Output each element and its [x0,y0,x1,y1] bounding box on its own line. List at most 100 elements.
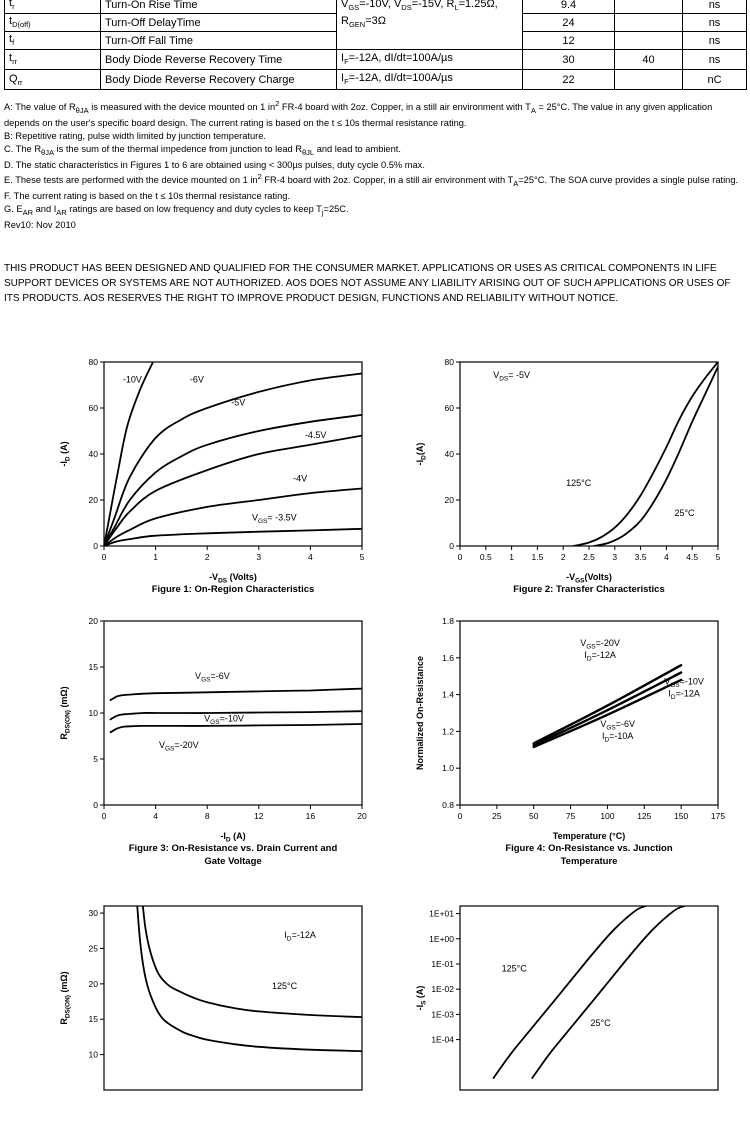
svg-text:ID=-12A: ID=-12A [584,650,616,663]
max-value-cell [614,69,683,91]
svg-text:1.0: 1.0 [442,763,454,773]
typ-value-cell: 9.4 [522,0,615,14]
svg-text:1.8: 1.8 [442,616,454,626]
svg-text:1.2: 1.2 [442,726,454,736]
svg-text:0: 0 [102,811,107,821]
svg-text:0.8: 0.8 [442,800,454,810]
svg-text:80: 80 [89,357,99,367]
svg-text:RDS(ON) (mΩ): RDS(ON) (mΩ) [59,972,72,1025]
max-value-cell [614,13,683,32]
symbol-cell: trr [4,48,101,71]
svg-text:VGS= -3.5V: VGS= -3.5V [252,513,297,526]
svg-text:25: 25 [492,811,502,821]
note-line: G. EAR and IAR ratings are based on low … [4,204,349,218]
svg-text:125°C: 125°C [566,478,592,488]
svg-text:ID=-10A: ID=-10A [602,731,634,744]
svg-text:125: 125 [637,811,651,821]
svg-text:20: 20 [89,616,99,626]
caption-line: Figure 4: On-Resistance vs. Junction [505,842,673,854]
disclaimer-paragraph: THIS PRODUCT HAS BEEN DESIGNED AND QUALI… [4,263,731,305]
svg-text:15: 15 [89,1015,99,1025]
figure-6: 1E+01 1E+00 1E-01 1E-02 1E-03 1E-04 -IS (A) 125… [412,896,742,1128]
svg-text:125°C: 125°C [502,964,528,974]
svg-text:4: 4 [308,552,313,562]
svg-text:60: 60 [445,403,455,413]
svg-text:20: 20 [89,979,99,989]
caption-line: Gate Voltage [204,855,262,867]
symbol-cell: tf [4,31,101,50]
figure-1: 0 1 2 3 4 5 0 20 40 60 80 -VDS (Volts) -ID (A) -10V -6… [56,352,386,597]
svg-text:1.4: 1.4 [442,689,454,699]
svg-text:-VGS(Volts): -VGS(Volts) [566,572,612,584]
symbol-cell: tD(off) [4,13,101,32]
typ-value-cell: 12 [522,31,615,50]
svg-text:-4.5V: -4.5V [305,430,327,440]
parameter-cell: Turn-On Rise Time [100,0,337,14]
units-cell: ns [682,31,747,50]
svg-text:4: 4 [153,811,158,821]
note-line: F. The current rating is based on the t … [4,190,291,201]
condition-line: RGEN=3Ω [341,15,386,30]
figure-1-chart: 0 1 2 3 4 5 0 20 40 60 80 -VDS (Volts) -ID (A) -10V -6… [59,357,365,584]
typ-value-cell: 24 [522,13,615,32]
figure-4-chart: 0 25 50 75 100 125 150 175 0.8 1.0 1.2 1.4 1.6 1.8 Tem… [415,616,725,841]
caption-line: Temperature [560,855,618,867]
svg-text:-4V: -4V [293,474,307,484]
svg-text:1.5: 1.5 [531,552,543,562]
parameter-cell: Turn-Off DelayTime [100,13,337,32]
table-row: tr Turn-On Rise Time VGS=-10V, VDS=-15V,… [4,0,747,50]
svg-text:16: 16 [306,811,316,821]
svg-text:-VDS (Volts): -VDS (Volts) [209,572,257,584]
svg-text:8: 8 [205,811,210,821]
max-value-cell [614,0,683,14]
switching-characteristics-table: tr Turn-On Rise Time VGS=-10V, VDS=-15V,… [4,0,747,91]
figure-2: 0 0.5 1 1.5 2 2.5 3 3.5 4 4.5 5 0 20 40 60 80 -VGS(Volts… [412,352,742,597]
svg-text:20: 20 [445,495,455,505]
svg-text:2: 2 [561,552,566,562]
svg-text:3: 3 [256,552,261,562]
svg-text:0: 0 [102,552,107,562]
conditions-cell: IF=-12A, dI/dt=100A/µs [336,69,523,91]
figures-row-2: 0 4 8 12 16 20 0 5 10 15 20 -ID (A) RDS(ON) (mΩ) VGS=… [4,611,746,869]
svg-text:2.5: 2.5 [583,552,595,562]
condition-line: VGS=-10V, VDS=-15V, RL=1.25Ω, [341,0,498,13]
symbol-cell: Qrr [4,69,101,91]
figure-3: 0 4 8 12 16 20 0 5 10 15 20 -ID (A) RDS(ON) (mΩ) VGS=… [56,611,386,869]
max-value-cell [614,31,683,50]
svg-text:15: 15 [89,662,99,672]
svg-text:150: 150 [674,811,688,821]
svg-text:5: 5 [93,754,98,764]
units-cell: nC [682,69,747,91]
caption-line: Figure 1: On-Region Characteristics [151,584,315,596]
svg-text:1E+00: 1E+00 [429,934,454,944]
svg-text:1E-04: 1E-04 [431,1035,454,1045]
svg-text:0: 0 [93,800,98,810]
svg-text:175: 175 [711,811,725,821]
svg-text:40: 40 [89,449,99,459]
svg-text:25°C: 25°C [591,1018,612,1028]
conditions-cell: IF=-12A, dI/dt=100A/µs [336,48,523,71]
units-cell: ns [682,13,747,32]
svg-text:-ID(A): -ID(A) [415,443,428,466]
svg-text:VGS=-6V: VGS=-6V [600,719,635,732]
units-cell: ns [682,0,747,14]
svg-text:5: 5 [360,552,365,562]
svg-text:1.6: 1.6 [442,653,454,663]
svg-text:2: 2 [205,552,210,562]
svg-text:1: 1 [153,552,158,562]
svg-text:VGS=-20V: VGS=-20V [159,740,199,753]
svg-text:40: 40 [445,449,455,459]
svg-text:125°C: 125°C [272,981,298,991]
typ-value-cell: 30 [522,48,615,71]
figure-5-chart: 10 15 20 25 30 RDS(ON) (mΩ) ID=-12A 125°C [59,905,363,1092]
svg-text:0: 0 [449,541,454,551]
svg-text:100: 100 [600,811,614,821]
svg-text:-ID (A): -ID (A) [220,831,245,843]
svg-text:1E-01: 1E-01 [431,959,454,969]
svg-text:20: 20 [357,811,367,821]
figure-2-caption: Figure 2: Transfer Characteristics [429,584,749,597]
svg-text:60: 60 [89,403,99,413]
svg-text:4.5: 4.5 [686,552,698,562]
parameter-cell: Body Diode Reverse Recovery Charge [100,69,337,91]
